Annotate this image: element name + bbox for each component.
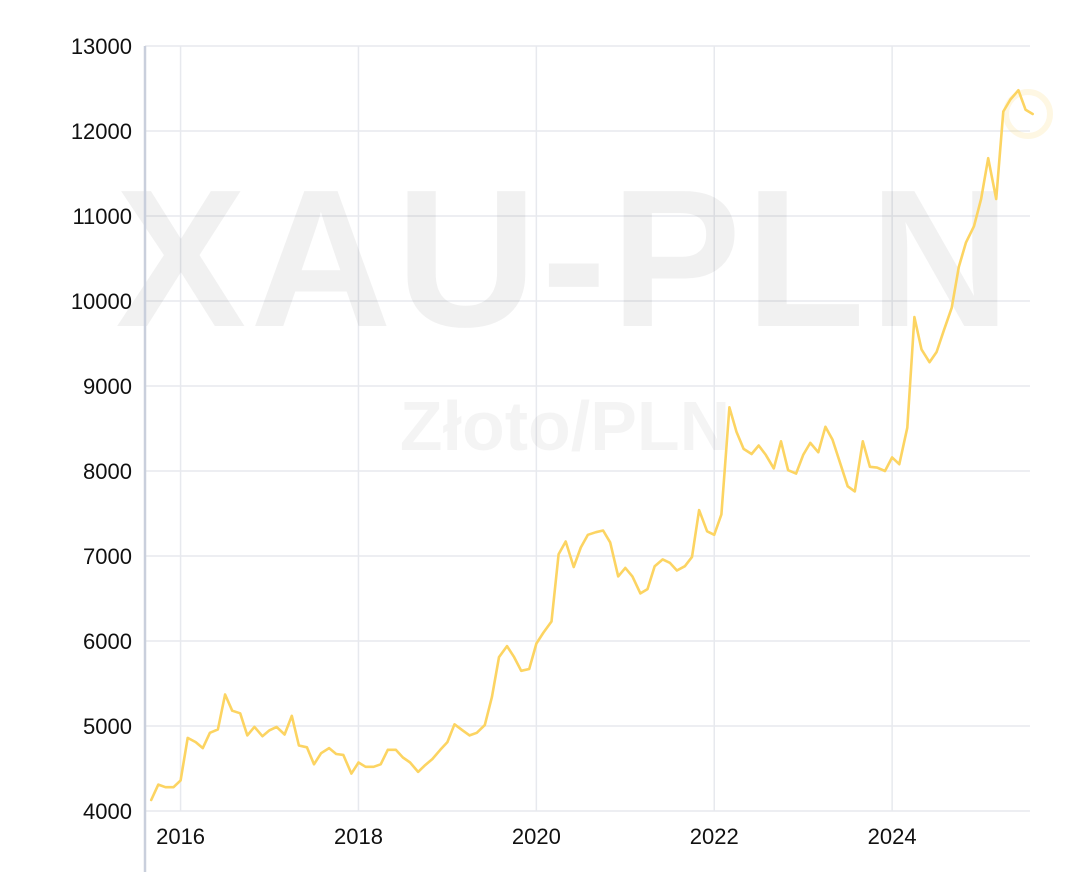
y-tick-label: 6000: [83, 629, 132, 654]
coin-logo-icon: [1003, 89, 1053, 139]
y-tick-label: 8000: [83, 459, 132, 484]
y-tick-label: 4000: [83, 799, 132, 824]
y-tick-label: 13000: [71, 34, 132, 59]
y-axis-tick-labels: 4000 5000 6000 7000 8000 9000 10000 11000 12000 1…: [71, 34, 132, 824]
y-tick-label: 10000: [71, 289, 132, 314]
x-tick-label: 2022: [690, 824, 739, 849]
series-line: [149, 88, 1034, 802]
grid-lines: [145, 45, 1030, 812]
watermark-main-text: XAU-PLN: [115, 149, 1014, 368]
y-tick-label: 11000: [72, 204, 132, 229]
x-tick-label: 2024: [868, 824, 917, 849]
watermark: XAU-PLN Złoto/PLN: [115, 89, 1053, 465]
y-tick-label: 9000: [83, 374, 132, 399]
y-tick-label: 7000: [83, 544, 132, 569]
x-tick-label: 2016: [156, 824, 205, 849]
watermark-sub-text: Złoto/PLN: [400, 387, 730, 465]
y-tick-label: 5000: [83, 714, 132, 739]
x-tick-label: 2018: [334, 824, 383, 849]
series-layer: [149, 88, 1034, 802]
y-tick-label: 12000: [71, 119, 132, 144]
x-axis-tick-labels: 2016 2018 2020 2022 2024: [156, 824, 917, 849]
x-tick-label: 2020: [512, 824, 561, 849]
